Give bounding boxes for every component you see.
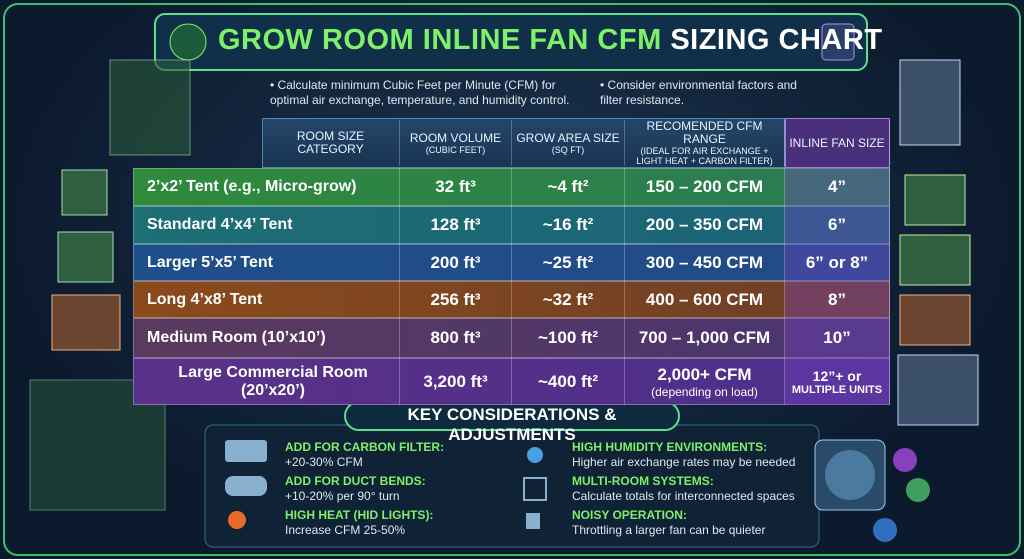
table-cell: Long 4’x8’ Tent [133, 281, 400, 318]
title: GROW ROOM INLINE FAN CFM SIZING CHART [218, 24, 883, 57]
table-cell: 200 – 350 CFM [625, 206, 785, 244]
column-header: INLINE FAN SIZE [785, 120, 890, 166]
table-cell: 2’x2’ Tent (e.g., Micro-grow) [133, 168, 400, 206]
table-cell: 10” [785, 318, 890, 358]
column-header-sub: (CUBIC FEET) [425, 144, 486, 155]
table-cell: 4” [785, 168, 890, 206]
table-cell: 2,000+ CFM (depending on load) [625, 358, 785, 405]
frame [3, 3, 1021, 556]
consideration-text: Throttling a larger fan can be quieter [572, 523, 766, 537]
table-cell: 6” [785, 206, 890, 244]
leaf-icon [169, 23, 207, 61]
row-bg [133, 206, 890, 244]
column-header: ROOM SIZE CATEGORY [262, 120, 400, 166]
column-header-sub: (SQ FT) [551, 144, 585, 155]
column-header-sub: (IDEAL FOR AIR EXCHANGE + LIGHT HEAT + C… [636, 146, 773, 166]
column-header-text: ROOM SIZE CATEGORY [296, 129, 365, 156]
table-cell: ~25 ft² [512, 244, 625, 281]
column-header-text: ROOM VOLUME [409, 130, 502, 145]
title-accent: SIZING CHART [670, 24, 883, 56]
bullet: • Calculate minimum Cubic Feet per Minut… [270, 78, 570, 107]
cell-note: (depending on load) [651, 384, 758, 399]
table-cell: ~100 ft² [512, 318, 625, 358]
bullet-text: Calculate minimum Cubic Feet per Minute … [270, 78, 570, 107]
consideration-text: +20-30% CFM [285, 455, 363, 469]
table-cell: ~16 ft² [512, 206, 625, 244]
row-bg [133, 244, 890, 281]
title-main: GROW ROOM INLINE FAN CFM [218, 24, 662, 56]
cell-text: 2,000+ CFM [657, 364, 752, 384]
fan-icon [821, 23, 855, 61]
table-cell: 3,200 ft³ [400, 358, 512, 405]
consideration-heading: ADD FOR DUCT BENDS: [285, 474, 426, 488]
header-bg-fan [785, 118, 890, 168]
table-cell: 400 – 600 CFM [625, 281, 785, 318]
row-bg [133, 358, 890, 405]
consideration-icons [225, 440, 547, 529]
bullet: • Consider environmental factors and fil… [600, 78, 797, 107]
bullet-text: Consider environmental factors and filte… [600, 78, 797, 107]
column-header: RECOMENDED CFM RANGE (IDEAL FOR AIR EXCHA… [625, 120, 785, 166]
column-header: ROOM VOLUME (CUBIC FEET) [400, 120, 512, 166]
consideration-text: Calculate totals for interconnected spac… [572, 489, 795, 503]
table-cell: 300 – 450 CFM [625, 244, 785, 281]
row-bg [133, 168, 890, 206]
table-cell: ~4 ft² [512, 168, 625, 206]
row-bg [133, 281, 890, 318]
fan-graphic [814, 439, 930, 542]
table-cell: Large Commercial Room (20’x20’) [133, 358, 400, 405]
consideration-text: Higher air exchange rates may be needed [572, 455, 796, 469]
table-cell: 12”+ or MULTIPLE UNITS [785, 358, 890, 405]
considerations-title: KEY CONSIDERATIONS & ADJUSTMENTS [407, 405, 617, 444]
column-header-text: RECOMENDED CFM RANGE [646, 119, 763, 146]
column-header: GROW AREA SIZE (SQ FT) [512, 120, 625, 166]
table-cell: 800 ft³ [400, 318, 512, 358]
consideration-heading: ADD FOR CARBON FILTER: [285, 440, 445, 454]
consideration-text: +10-20% per 90° turn [285, 489, 400, 503]
header-bg [262, 118, 785, 168]
table-cell: 150 – 200 CFM [625, 168, 785, 206]
table-cell: 6” or 8” [785, 244, 890, 281]
column-header-text: INLINE FAN SIZE [789, 135, 885, 150]
table-cell: 8” [785, 281, 890, 318]
side-tents [51, 169, 121, 351]
table-cell: ~32 ft² [512, 281, 625, 318]
table-cell: Larger 5’x5’ Tent [133, 244, 400, 281]
cell-note: MULTIPLE UNITS [791, 383, 883, 396]
right-tents [897, 59, 979, 426]
consideration-text: Increase CFM 25-50% [285, 523, 406, 537]
consideration-heading: HIGH HEAT (HID LIGHTS): [285, 508, 434, 522]
table-cell: Standard 4’x4’ Tent [133, 206, 400, 244]
table-cell: 700 – 1,000 CFM [625, 318, 785, 358]
column-header-text: GROW AREA SIZE [516, 130, 620, 145]
left-tent [29, 59, 191, 511]
consideration-heading: NOISY OPERATION: [572, 508, 687, 522]
cell-text: 12”+ or [812, 367, 862, 384]
table-cell: 256 ft³ [400, 281, 512, 318]
row-bg [133, 318, 890, 358]
consideration-heading: MULTI-ROOM SYSTEMS: [572, 474, 714, 488]
table-cell: 128 ft³ [400, 206, 512, 244]
table-cell: 32 ft³ [400, 168, 512, 206]
title-box [154, 13, 868, 71]
table-cell: Medium Room (10’x10’) [133, 318, 400, 358]
table-cell: ~400 ft² [512, 358, 625, 405]
consideration-heading: HIGH HUMIDITY ENVIRONMENTS: [572, 440, 768, 454]
table-cell: 200 ft³ [400, 244, 512, 281]
